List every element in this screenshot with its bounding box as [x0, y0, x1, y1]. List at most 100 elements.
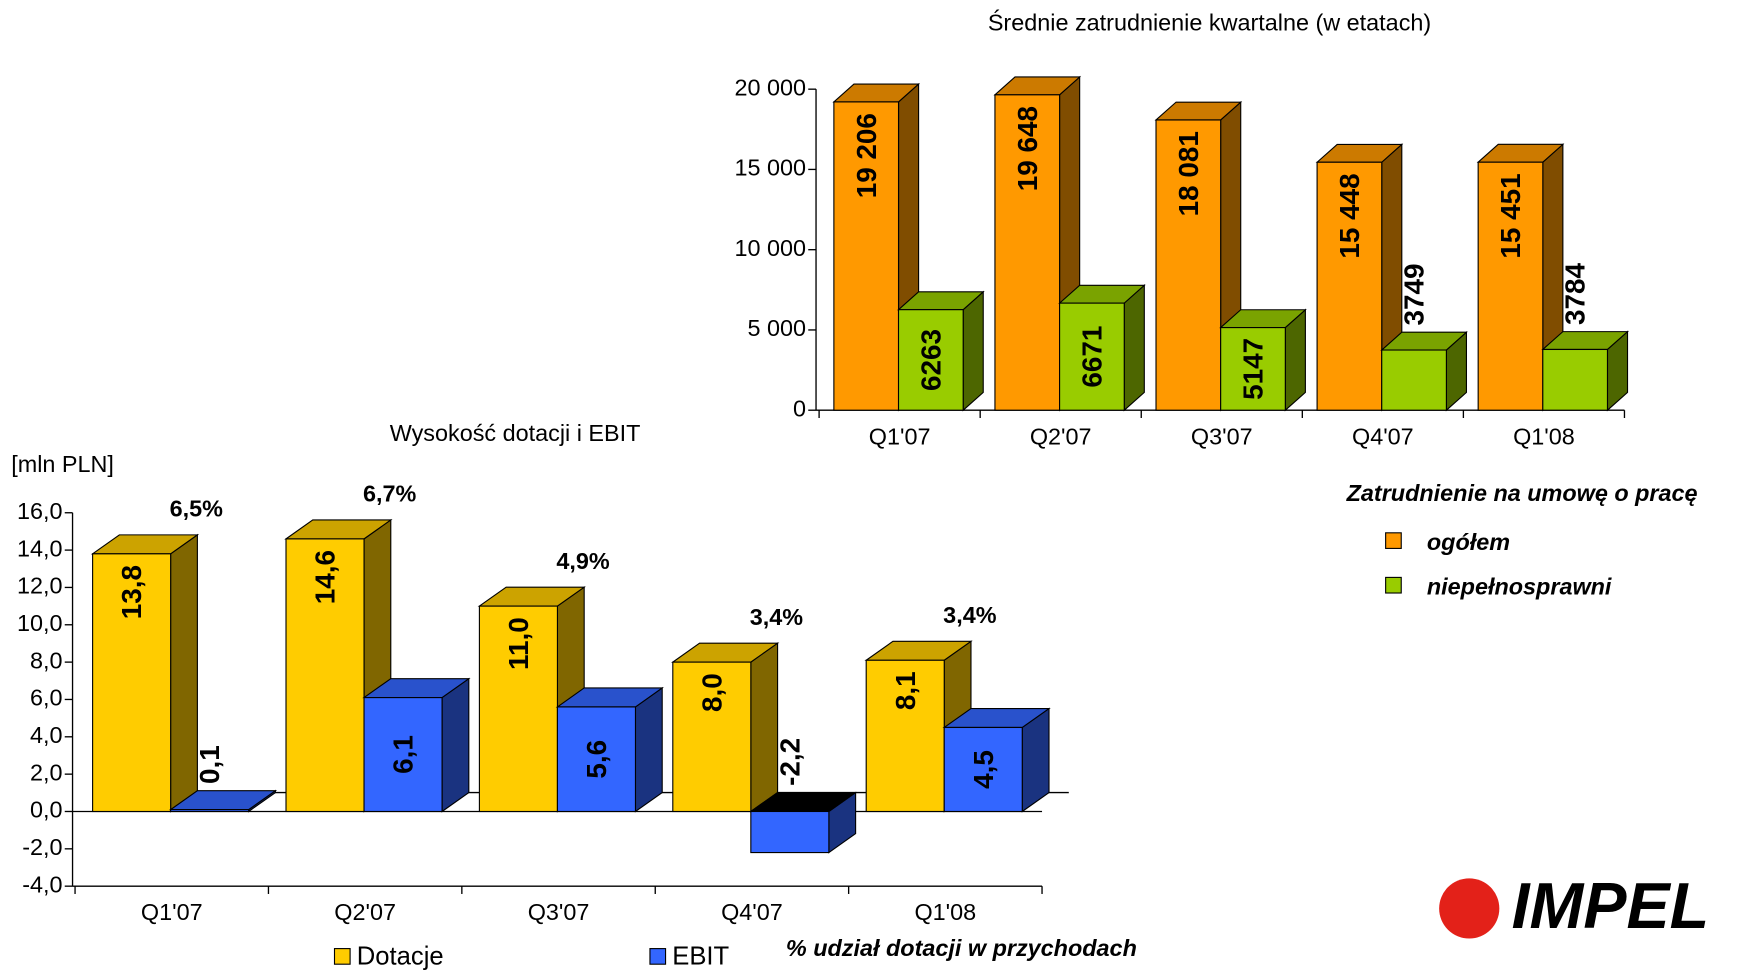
y-tick-label: -2,0 — [22, 834, 62, 860]
value-label: -2,2 — [774, 738, 805, 786]
bar — [1542, 348, 1609, 411]
legend-label: niepełnosprawni — [1427, 574, 1612, 600]
bar — [943, 726, 1023, 813]
bar-3d — [284, 518, 393, 813]
chart-title: Średnie zatrudnienie kwartalne (w etatac… — [988, 9, 1431, 36]
bar-side — [750, 642, 779, 813]
x-tick-label: Q1'08 — [1513, 423, 1575, 449]
share-label: 6,5% — [170, 496, 224, 522]
value-label: 3749 — [1399, 264, 1430, 326]
y-tick-label: 15 000 — [734, 155, 806, 181]
bar — [285, 538, 365, 813]
x-tick-label: Q3'07 — [1191, 423, 1253, 449]
value-label: 15 448 — [1334, 173, 1365, 258]
y-tick-label: 10,0 — [17, 610, 63, 636]
bar — [363, 697, 443, 813]
value-label: 3784 — [1560, 262, 1591, 324]
bar-3d — [1541, 330, 1629, 412]
bar-3d — [942, 707, 1051, 813]
bar-3d — [90, 533, 200, 813]
bar-3d — [1219, 308, 1307, 412]
logo: IMPEL — [1439, 869, 1709, 942]
bar-3d — [555, 686, 664, 813]
bar-3d — [832, 82, 921, 412]
legend-swatch — [1385, 532, 1402, 549]
bar-3d — [749, 791, 858, 854]
value-label: 13,8 — [116, 565, 147, 619]
y-axis-label: [mln PLN] — [11, 451, 114, 477]
y-tick-label: 6,0 — [30, 685, 63, 711]
legend-swatch — [1385, 576, 1402, 594]
y-tick-label: 8,0 — [30, 647, 63, 673]
y-tick-label: 10 000 — [734, 235, 806, 261]
y-tick-label: -4,0 — [22, 871, 62, 897]
bar-side — [962, 290, 984, 412]
value-label: 15 451 — [1495, 173, 1526, 258]
y-tick-label: 0,0 — [30, 797, 63, 823]
y-tick-label: 16,0 — [17, 498, 63, 524]
bar — [897, 309, 964, 411]
y-tick-label: 4,0 — [30, 722, 63, 748]
legend-swatch — [333, 948, 351, 965]
bar — [750, 810, 830, 854]
x-tick-label: Q4'07 — [1352, 423, 1414, 449]
y-tick-label: 20 000 — [734, 74, 806, 100]
y-tick-label: 5 000 — [747, 315, 806, 341]
bar — [556, 706, 637, 813]
bar-side — [441, 677, 470, 813]
value-label: 19 648 — [1012, 106, 1043, 191]
share-label: 6,7% — [363, 481, 417, 507]
bar — [994, 94, 1061, 411]
chart-title: Wysokość dotacji i EBIT — [390, 420, 641, 446]
bar — [672, 661, 752, 813]
bar — [170, 809, 250, 813]
logo-mark — [1439, 878, 1500, 939]
legend-swatch — [649, 948, 667, 965]
bar — [92, 553, 172, 813]
value-label: 4,5 — [968, 750, 999, 789]
bar — [833, 101, 900, 411]
bar-3d — [1154, 100, 1243, 412]
y-tick-label: 2,0 — [30, 759, 63, 785]
bar — [478, 605, 558, 813]
bar — [1220, 327, 1286, 411]
bar-side — [634, 686, 663, 813]
share-label: 3,4% — [943, 602, 997, 628]
value-label: 18 081 — [1173, 131, 1204, 216]
value-label: 19 206 — [851, 113, 882, 198]
value-label: 6,1 — [388, 735, 419, 774]
value-label: 6671 — [1077, 326, 1108, 388]
bar — [1381, 349, 1447, 411]
bar — [1059, 302, 1125, 411]
x-tick-label: Q1'08 — [914, 899, 976, 925]
bar — [1155, 119, 1222, 411]
bar-3d — [168, 789, 278, 813]
bar — [1477, 161, 1544, 411]
x-tick-label: Q2'07 — [334, 899, 396, 925]
legend-label: % udział dotacji w przychodach — [786, 935, 1137, 961]
x-tick-label: Q4'07 — [721, 899, 783, 925]
bar-3d — [897, 290, 985, 412]
value-label: 0,1 — [194, 745, 225, 784]
share-label: 4,9% — [556, 548, 610, 574]
bar — [1316, 161, 1383, 411]
value-label: 14,6 — [310, 550, 341, 604]
y-tick-label: 0 — [793, 395, 806, 421]
value-label: 8,0 — [696, 673, 727, 712]
value-label: 11,0 — [503, 617, 534, 670]
legend-title: Zatrudnienie na umowę o pracę — [1346, 480, 1698, 506]
bar-side — [1123, 284, 1145, 412]
x-tick-label: Q3'07 — [528, 899, 590, 925]
bar-3d — [671, 642, 780, 813]
y-tick-label: 12,0 — [17, 573, 63, 599]
value-label: 5,6 — [581, 740, 612, 779]
legend-label: EBIT — [672, 942, 729, 970]
y-tick-label: 14,0 — [17, 535, 63, 561]
bar-3d — [362, 677, 471, 813]
share-label: 3,4% — [750, 604, 804, 630]
bar-3d — [1380, 330, 1468, 412]
legend-label: ogółem — [1427, 529, 1510, 555]
bar-3d — [1058, 284, 1146, 412]
